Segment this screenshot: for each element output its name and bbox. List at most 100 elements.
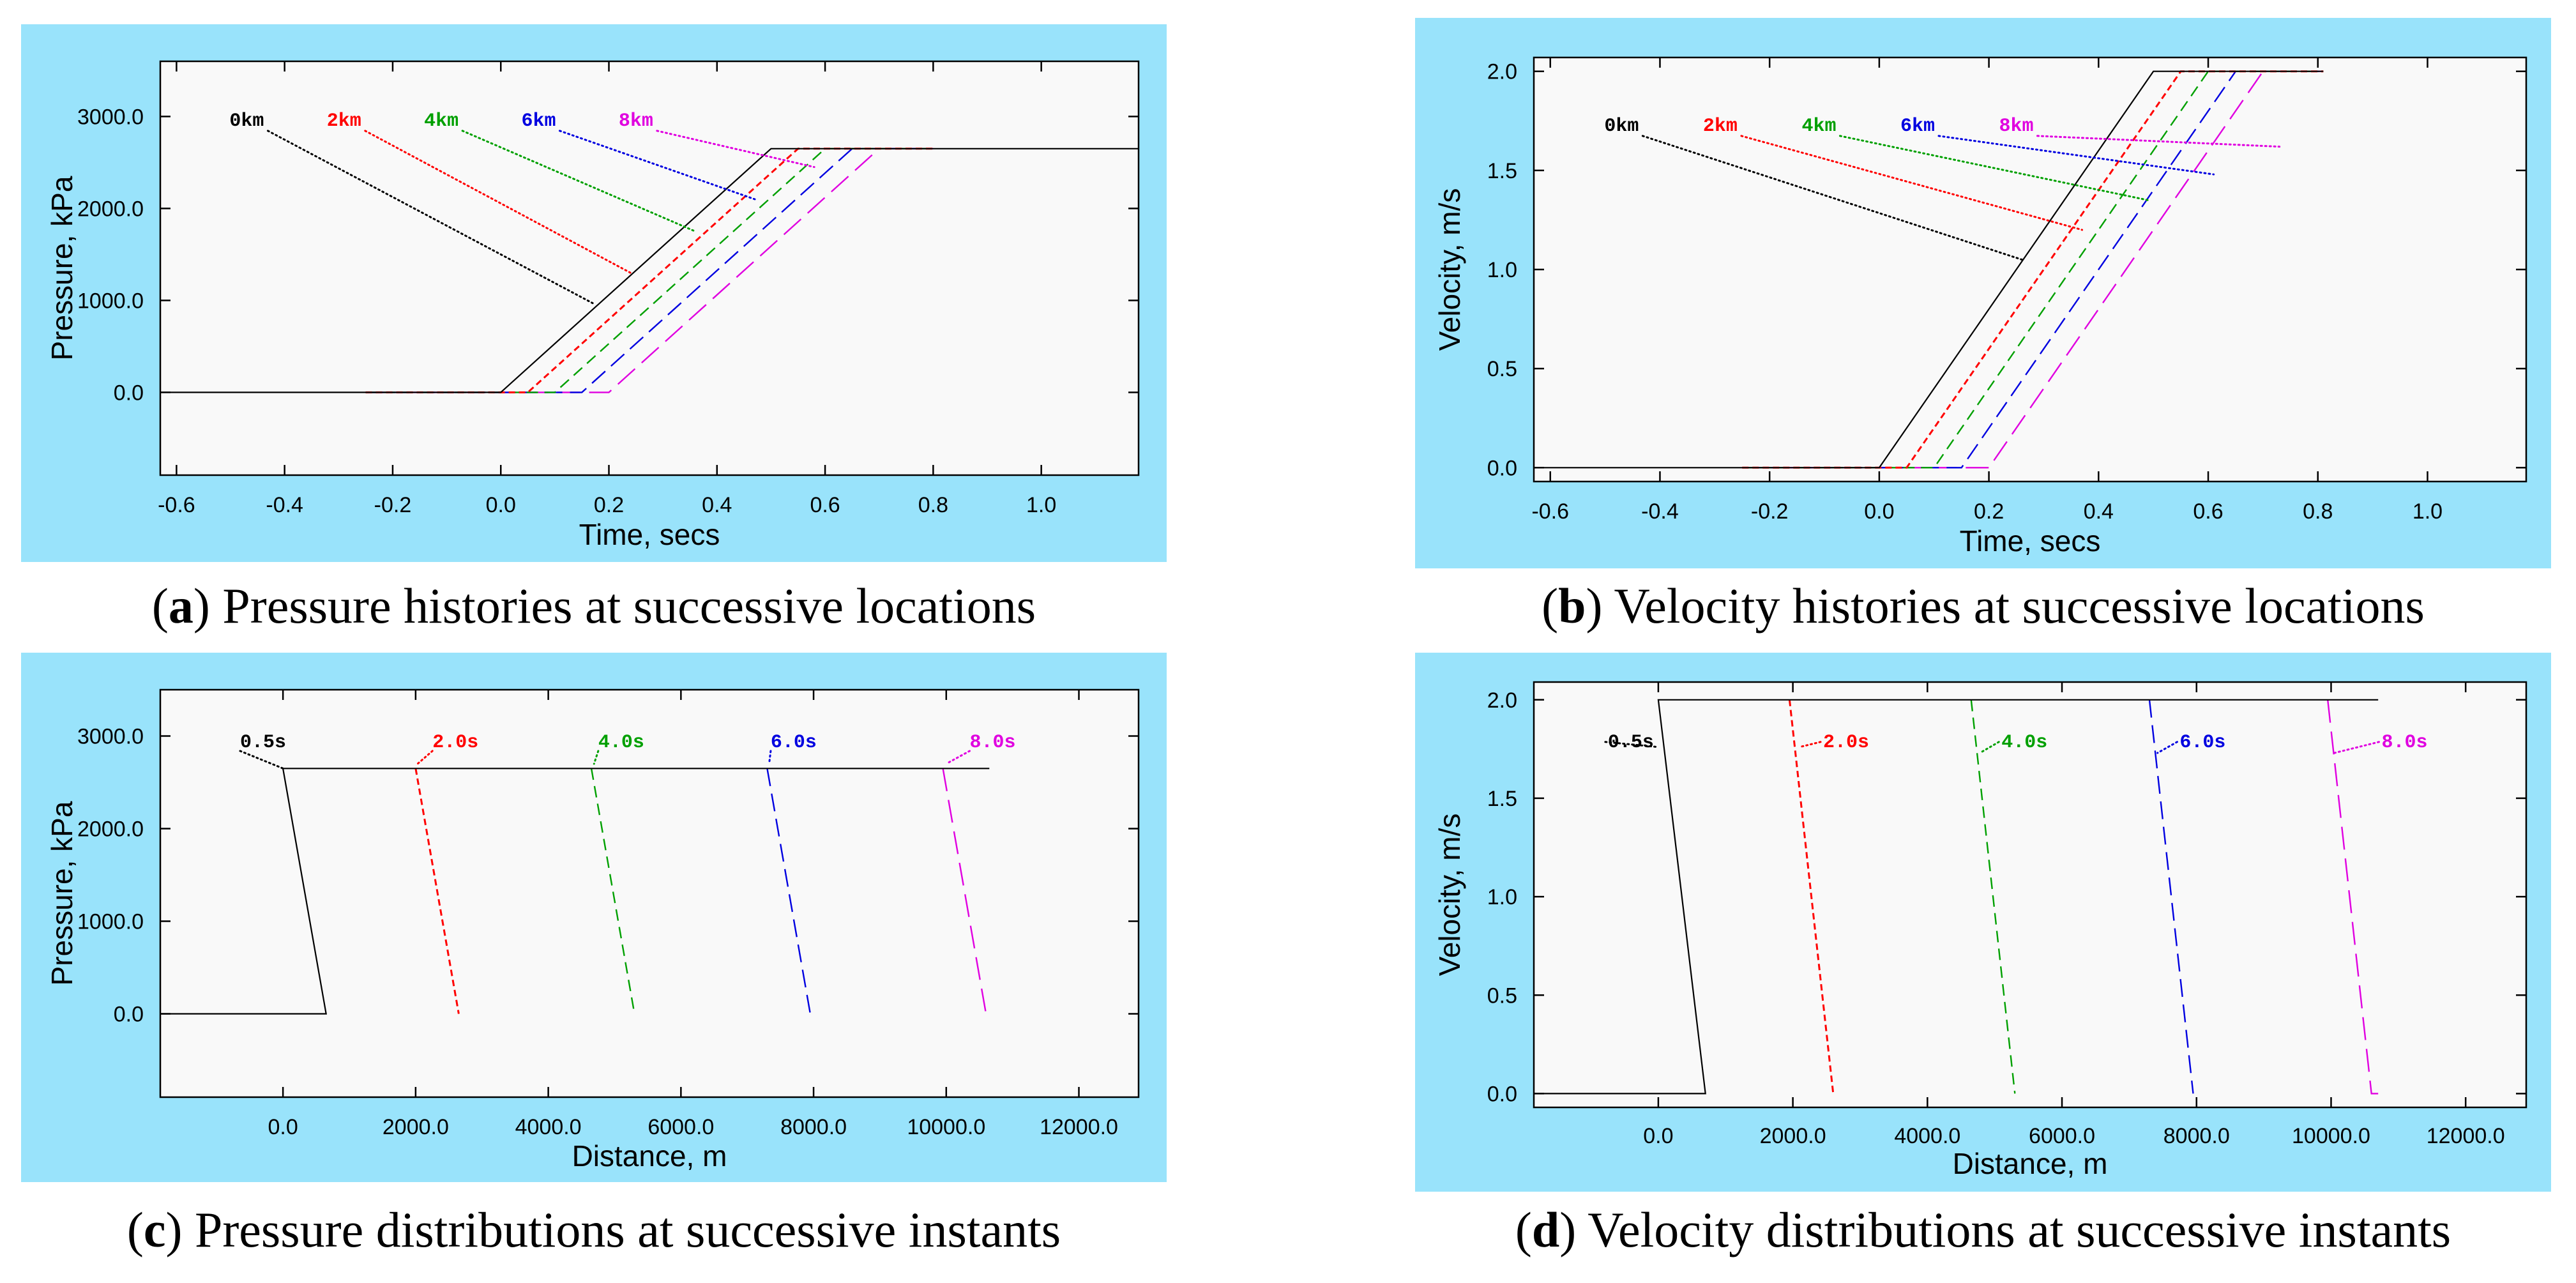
x-tick-label: 8000.0: [2163, 1124, 2230, 1148]
chart-a: 0.0 1000.0 2000.0 3000.0 -0.6 -0.4 -0.2 0.0 0.2 0…: [45, 60, 1140, 551]
x-tick-label: 12000.0: [2427, 1124, 2505, 1148]
series-line-0km: [1534, 70, 2324, 469]
y-tick-label: 0.0: [1487, 1082, 1517, 1106]
y-tick-label: 1000.0: [77, 289, 144, 313]
series-line-8.0s: [942, 768, 990, 1015]
annotation-leader: [1604, 741, 1660, 748]
x-tick-label: 0.2: [1974, 499, 2004, 524]
annotation-label: 4.0s: [2001, 732, 2047, 754]
x-tick-label: 4000.0: [515, 1115, 582, 1139]
annotation-leader: [2036, 135, 2281, 148]
annotation-leader: [416, 750, 434, 765]
x-tick-label: 4000.0: [1894, 1124, 1960, 1148]
annotation-label: 2.0s: [1823, 732, 1869, 754]
plot-area: [159, 688, 1140, 1098]
annotation-label: 4km: [1801, 116, 1836, 137]
x-tick-label: 0.8: [918, 493, 948, 517]
y-tick-label: 2000.0: [77, 817, 144, 842]
annotation-label: 8.0s: [2381, 732, 2427, 754]
annotation-label: 6.0s: [2179, 732, 2225, 754]
series-line-8km: [1742, 70, 2324, 469]
chart-c: 0.0 1000.0 2000.0 3000.0 0.0 2000.0 4000.0 6000…: [45, 688, 1140, 1173]
series-line-6.0s: [766, 768, 812, 1014]
x-axis-label: Time, secs: [579, 518, 720, 551]
series-line-8.0s: [2327, 699, 2379, 1095]
series-line-0.5s: [160, 768, 990, 1015]
caption-b: (b) Velocity histories at successive loc…: [1542, 578, 2425, 634]
y-tick-label: 1.0: [1487, 885, 1517, 909]
x-tick-label: 0.6: [810, 493, 840, 517]
y-tick-label: 1.0: [1487, 258, 1517, 282]
x-axis-label: Distance, m: [572, 1139, 727, 1173]
annotation-label: 6.0s: [771, 732, 817, 754]
caption-b-text: Velocity histories at successive locatio…: [1602, 578, 2425, 634]
annotation-label: 8km: [619, 110, 653, 132]
chart-d: 0.0 0.5 1.0 1.5 2.0 0.0 2000.0 4000.0 6000.0 8000…: [1433, 681, 2527, 1180]
chart-b: 0.0 0.5 1.0 1.5 2.0 -0.6 -0.4 -0.2 0.0 0.2 0.4 0.6 0…: [1433, 56, 2527, 558]
series-line-6.0s: [2148, 699, 2194, 1094]
caption-c-letter: c: [143, 1202, 166, 1257]
annotation-leader: [364, 130, 632, 274]
annotation-leader: [1979, 741, 2000, 754]
y-tick-label: 1000.0: [77, 910, 144, 934]
annotation-label: 2km: [1703, 116, 1738, 137]
x-tick-label: -0.6: [158, 493, 195, 517]
plot-area: [1533, 56, 2527, 483]
annotation-label: 0.5s: [240, 732, 286, 754]
y-tick-label: 2000.0: [77, 197, 144, 221]
x-tick-label: -0.6: [1531, 499, 1569, 524]
series-line-8km: [365, 148, 934, 393]
annotation-label: 8km: [1999, 116, 2034, 137]
y-axis-label: Pressure, kPa: [45, 801, 79, 985]
annotation-leader: [2333, 741, 2380, 754]
x-tick-label: 6000.0: [2029, 1124, 2095, 1148]
y-axis-label: Velocity, m/s: [1433, 814, 1466, 976]
y-tick-label: 1.5: [1487, 159, 1517, 183]
x-axis-label: Time, secs: [1960, 524, 2101, 558]
y-tick-label: 2.0: [1487, 60, 1517, 84]
y-tick-label: 0.0: [114, 1003, 144, 1027]
series-line-2.0s: [414, 768, 460, 1014]
annotation-leader: [1838, 135, 2149, 201]
caption-c: (c) Pressure distributions at successive…: [126, 1202, 1061, 1257]
y-tick-label: 1.5: [1487, 787, 1517, 811]
panel-c: 0.0 1000.0 2000.0 3000.0 0.0 2000.0 4000.0 6000…: [21, 653, 1167, 1182]
annotation-label: 2km: [327, 110, 361, 132]
y-tick-label: 0.5: [1487, 357, 1517, 381]
x-tick-label: 0.8: [2303, 499, 2333, 524]
series-line-4.0s: [590, 768, 635, 1014]
y-axis-label: Velocity, m/s: [1433, 188, 1466, 351]
panel-d: 0.0 0.5 1.0 1.5 2.0 0.0 2000.0 4000.0 6000.0 8000…: [1415, 653, 2551, 1192]
plot-area: [159, 60, 1140, 476]
x-tick-label: -0.4: [266, 493, 303, 517]
annotation-leader: [558, 130, 756, 201]
x-tick-label: 0.4: [2084, 499, 2114, 524]
annotation-label: 0.5s: [1608, 732, 1654, 754]
y-tick-label: 3000.0: [77, 105, 144, 129]
x-tick-label: -0.2: [1751, 499, 1789, 524]
annotation-leader: [266, 130, 594, 305]
annotation-leader: [461, 130, 697, 232]
x-tick-label: 0.4: [702, 493, 732, 517]
x-tick-label: 10000.0: [907, 1115, 985, 1139]
annotation-label: 4.0s: [598, 732, 644, 754]
annotation-leader: [239, 750, 284, 770]
caption-b-letter: b: [1558, 578, 1586, 634]
x-tick-label: 0.0: [268, 1115, 298, 1139]
x-tick-label: -0.4: [1641, 499, 1679, 524]
y-tick-label: 0.0: [1487, 456, 1517, 480]
series-line-2.0s: [1788, 699, 1835, 1094]
x-tick-label: 1.0: [1026, 493, 1056, 517]
x-tick-label: 2000.0: [383, 1115, 449, 1139]
annotation-label: 6km: [521, 110, 556, 132]
caption-a-letter: a: [168, 578, 193, 634]
x-tick-label: 0.0: [1864, 499, 1894, 524]
y-axis-label: Pressure, kPa: [45, 176, 79, 360]
x-tick-label: 0.0: [486, 493, 516, 517]
x-tick-label: 6000.0: [648, 1115, 714, 1139]
series-line-0.5s: [1534, 699, 2379, 1095]
annotation-leader: [768, 750, 772, 765]
x-tick-label: 0.2: [594, 493, 624, 517]
x-tick-label: 0.0: [1643, 1124, 1673, 1148]
annotation-leader: [2156, 741, 2178, 754]
